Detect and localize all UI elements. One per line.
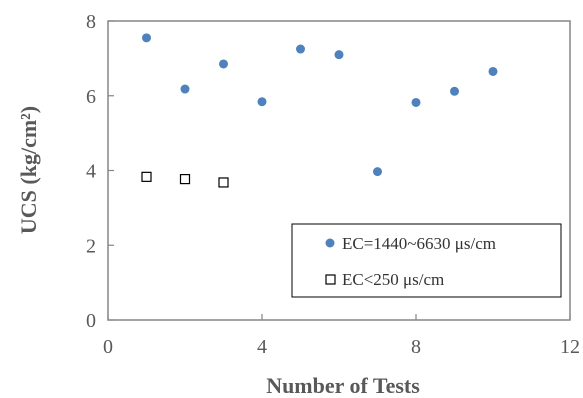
data-point-series-2	[141, 171, 152, 182]
x-axis-title: Number of Tests	[266, 373, 420, 398]
data-point-series-2	[218, 177, 229, 188]
data-point-series-1	[373, 167, 382, 177]
legend-box	[291, 223, 562, 298]
data-point-series-1	[142, 33, 151, 43]
x-tick-label: 12	[560, 336, 580, 358]
data-point-series-1	[411, 97, 421, 107]
data-point-series-2	[179, 173, 191, 185]
legend-marker-ec-high	[325, 238, 335, 248]
data-point-series-1	[334, 50, 344, 60]
data-point-series-1	[180, 84, 190, 94]
legend-marker-ec-low	[325, 274, 336, 285]
y-axis-title: UCS (kg/cm²)	[16, 106, 41, 234]
x-tick-label: 8	[411, 336, 421, 358]
data-point-series-1	[219, 59, 228, 69]
data-point-series-1	[488, 66, 498, 76]
data-points	[141, 33, 498, 188]
y-tick-label: 0	[86, 310, 96, 332]
y-tick-label: 6	[86, 86, 96, 108]
x-tick-label: 4	[257, 336, 267, 358]
data-point-series-1	[296, 44, 305, 54]
y-tick-label: 4	[86, 161, 96, 183]
data-point-series-1	[257, 97, 267, 107]
y-tick-label: 8	[86, 11, 96, 33]
y-tick-label: 2	[86, 235, 96, 257]
x-tick-label: 0	[103, 336, 113, 358]
data-point-series-1	[450, 86, 459, 96]
legend-label-ec-high: EC=1440~6630 μs/cm	[342, 234, 496, 253]
legend: EC=1440~6630 μs/cm EC<250 μs/cm	[291, 223, 562, 298]
legend-label-ec-low: EC<250 μs/cm	[342, 270, 444, 289]
axis-ticks: 0 4 8 12 0 2 4 6 8	[86, 11, 580, 358]
